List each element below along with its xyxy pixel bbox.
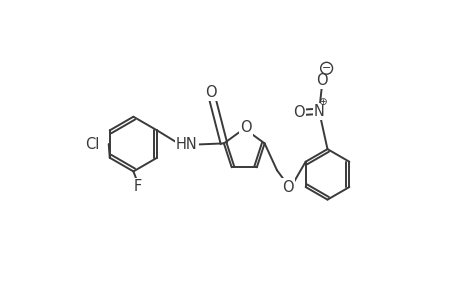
Text: O: O [293,105,304,120]
Text: Cl: Cl [85,136,100,152]
Text: N: N [313,104,324,119]
Text: O: O [316,73,327,88]
Text: −: − [321,63,330,73]
Text: O: O [204,85,216,100]
Text: O: O [281,180,293,195]
Text: O: O [240,120,251,135]
Text: HN: HN [176,137,197,152]
Text: ⊕: ⊕ [318,98,326,107]
Text: F: F [133,179,141,194]
